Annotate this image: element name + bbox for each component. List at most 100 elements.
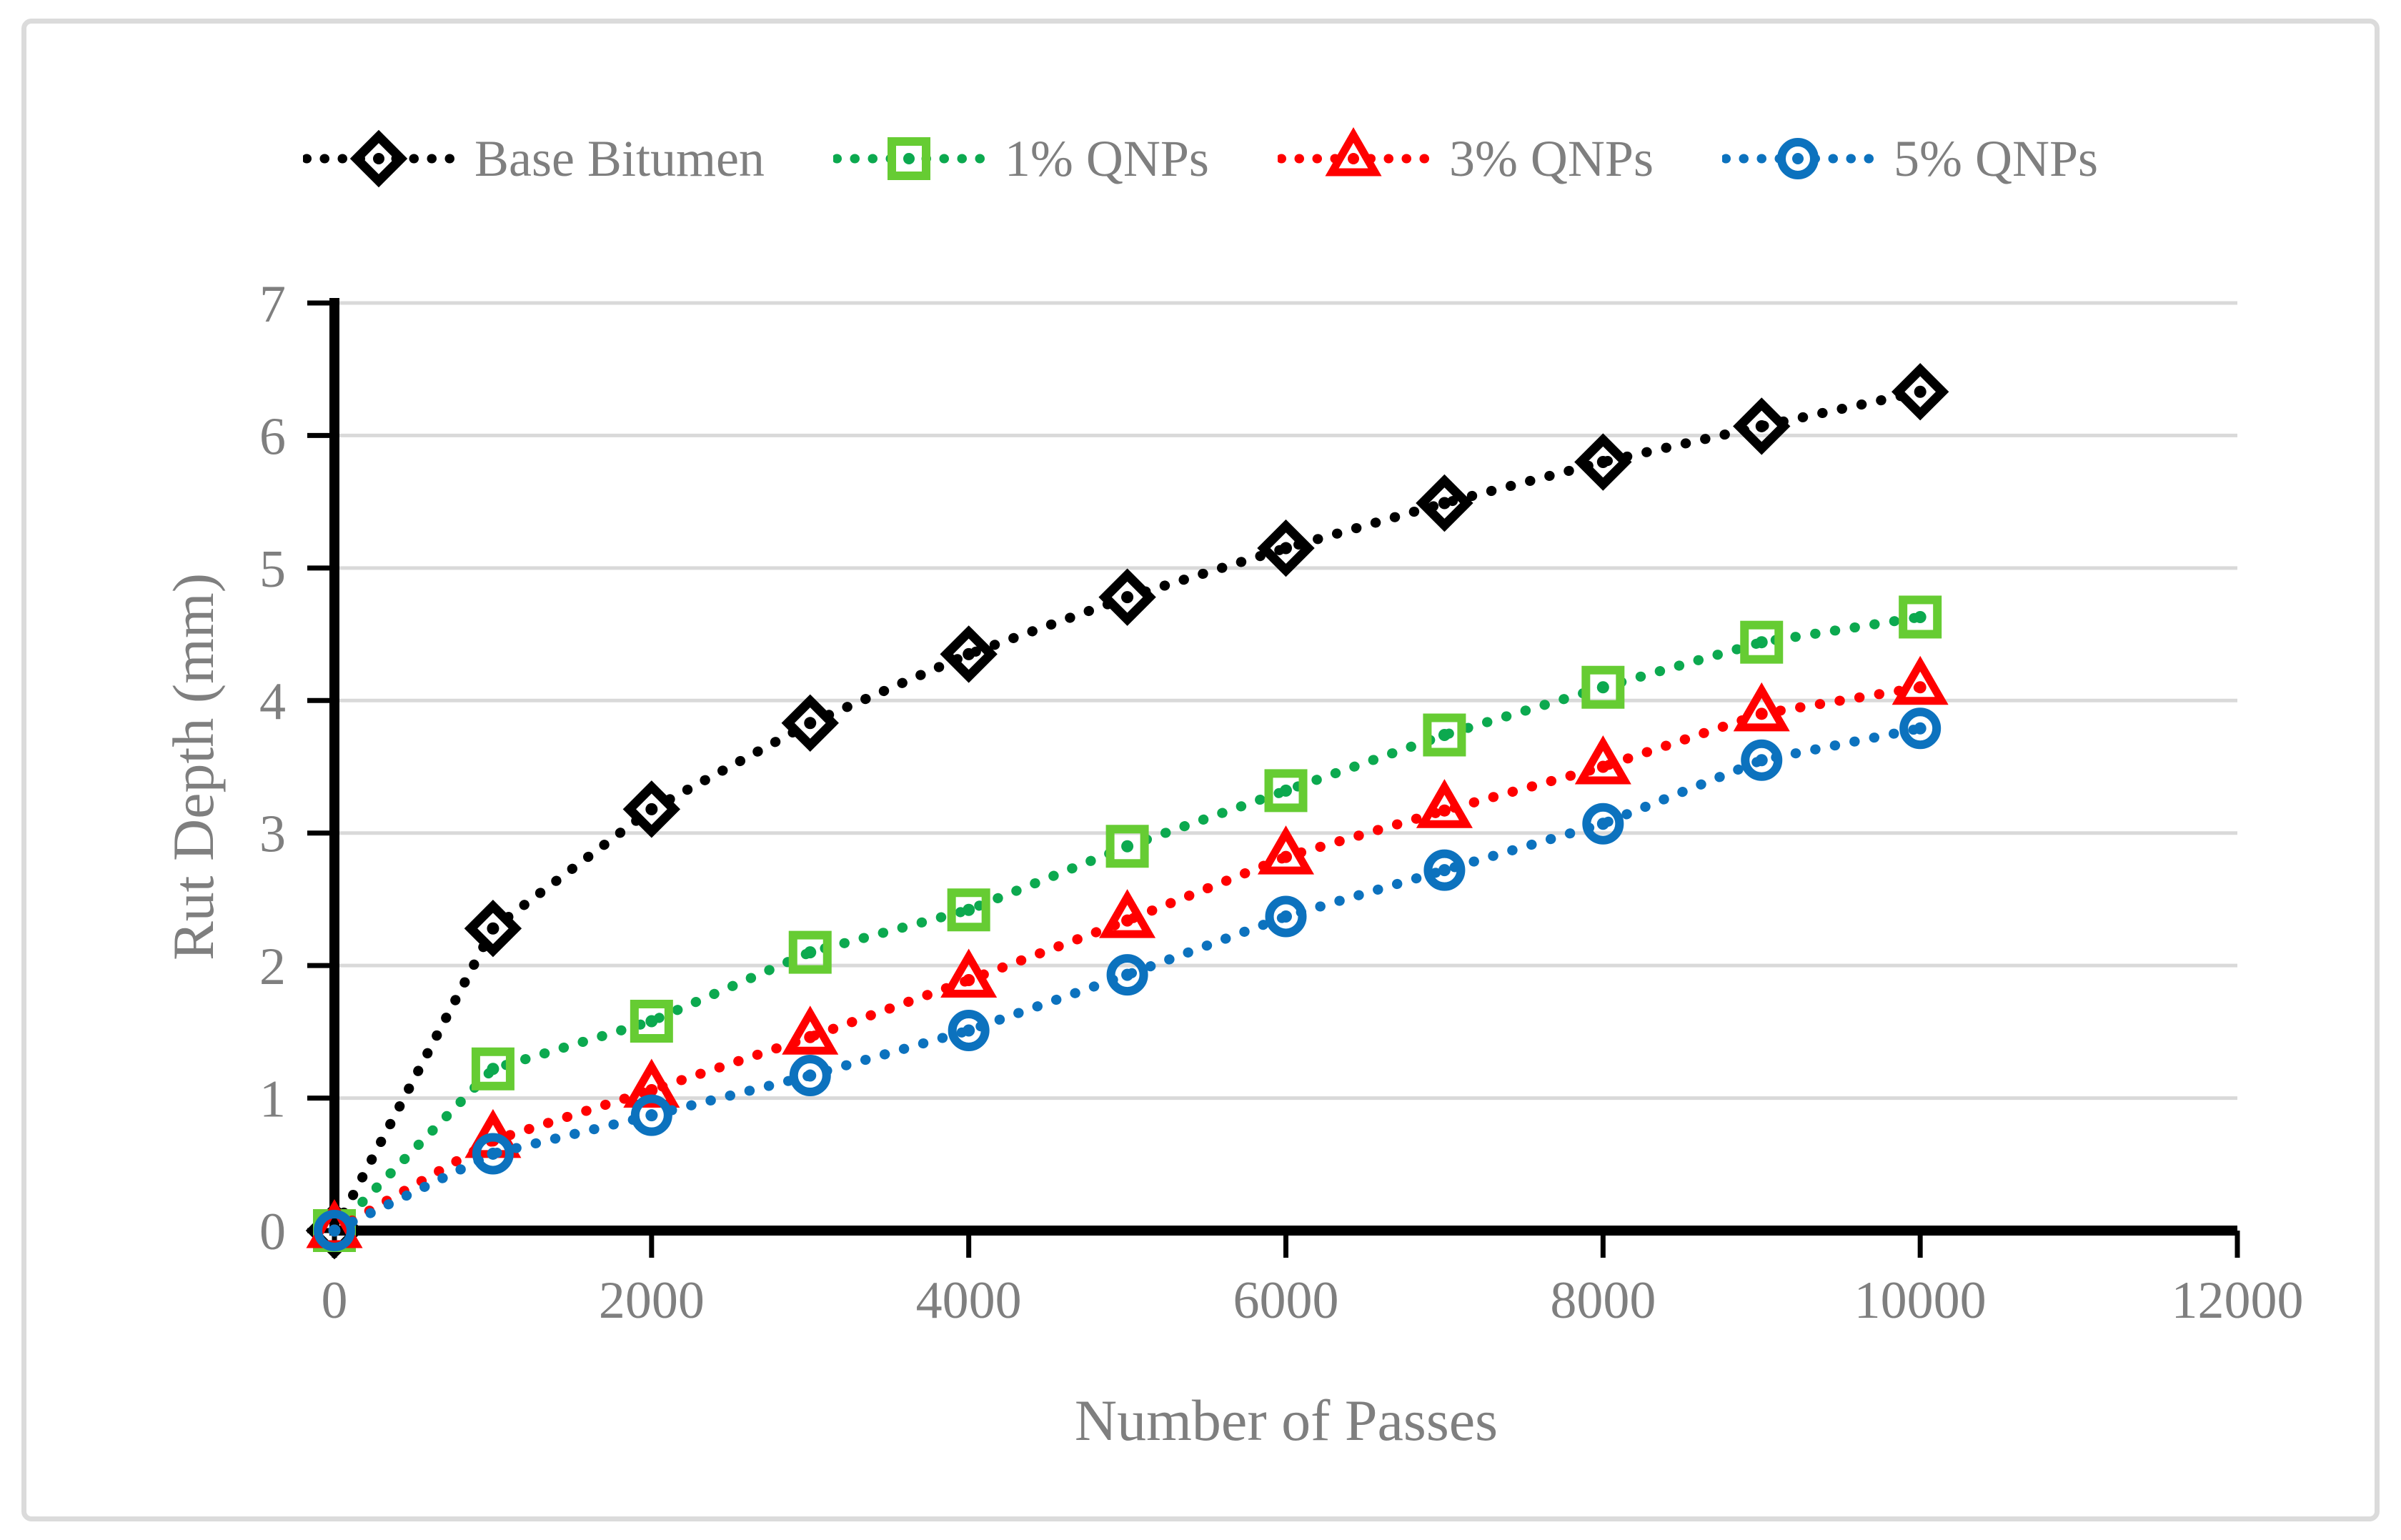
legend-item-base-bitumen: Base Bitumen [302,123,765,194]
figure-border [21,19,2380,1521]
legend-line-dot [1347,153,1359,164]
triangle-marker-icon [1416,779,1473,828]
square-marker-icon [1581,665,1625,709]
data-point-dot [1280,542,1292,555]
legend-label-base-bitumen: Base Bitumen [474,130,765,187]
gridlines [334,301,2237,1101]
legend-marker-diamond-icon [302,129,454,188]
legend-label-5-percent-qnps: 5% QNPs [1893,130,2099,187]
circle-marker-icon [1265,895,1307,938]
data-point-dot [1121,968,1134,981]
series-base-bitumen [305,363,1949,1260]
square-marker-icon [630,1000,673,1043]
y-tick-label: 1 [259,1070,286,1128]
data-point-dot [328,1224,341,1237]
data-point-dot [487,922,499,935]
triangle-marker-icon [1325,126,1382,177]
data-point-dot [1438,497,1451,510]
circle-marker-icon [472,1133,514,1175]
square-marker-icon [947,888,990,932]
triangle-marker-icon [1257,825,1315,875]
data-point-dot [1121,914,1134,927]
diamond-marker-icon [1891,363,1949,421]
square-marker-icon [1423,713,1466,757]
circle-marker-icon [948,1010,990,1052]
diamond-marker-icon [940,625,998,683]
data-point-dot [1438,864,1451,877]
data-point-dot [645,1083,658,1096]
series-5-qnps [314,707,1942,1251]
y-tick-label: 4 [259,672,286,731]
data-point-dot [804,1030,817,1043]
data-point-dot [1121,591,1134,604]
data-point-dot [1914,681,1927,694]
data-point-dot [645,1109,658,1122]
y-axis-title: Rut Depth (mm) [161,573,226,960]
data-point-dot [1914,385,1927,398]
diamond-marker-icon [1574,433,1632,491]
square-marker-icon [887,137,930,180]
data-point-dot [1755,419,1768,432]
legend-line-dot [903,153,915,164]
data-point-dot [1596,760,1609,773]
circle-marker-icon [1423,849,1466,891]
x-tick-label: 12000 [2172,1271,2304,1330]
y-tick-label: 6 [259,407,286,466]
diamond-marker-icon [1257,519,1315,577]
legend-line-dot [372,153,384,164]
diamond-marker-icon [1416,474,1473,532]
data-point-dot [1755,636,1768,649]
circle-marker-icon [314,1210,355,1251]
legend-marker-square-icon [832,137,985,180]
series-layer [305,363,1949,1260]
legend-marker-triangle-icon [1277,126,1429,177]
square-marker-icon [1264,769,1308,813]
legend-marker-circle-icon [1721,138,1874,179]
series-3-qnps [306,655,1949,1248]
diamond-marker-icon [1098,568,1156,626]
triangle-marker-icon [1733,682,1790,732]
circle-marker-icon [1776,138,1819,179]
square-marker-icon [788,930,832,974]
x-tick-label: 0 [322,1271,348,1330]
y-tick-label: 0 [259,1203,286,1261]
triangle-marker-icon [782,1005,839,1055]
series-line [329,387,1926,1236]
data-point-dot [1755,707,1768,720]
chart-legend: Base Bitumen 1% QNPs 3% QNPs 5% QNPs [0,116,2401,202]
data-point-dot [963,1024,975,1037]
circle-marker-icon [1741,739,1783,781]
triangle-marker-icon [940,948,998,998]
y-tick-label: 5 [259,540,286,599]
circle-marker-icon [1106,954,1148,996]
data-point-dot [1914,610,1927,623]
y-tick-label: 3 [259,805,286,864]
circle-marker-icon [1582,803,1624,845]
diamond-marker-icon [464,900,522,958]
x-tick-label: 8000 [1550,1271,1656,1330]
data-point-dot [804,946,817,959]
square-marker-icon [1105,825,1149,868]
triangle-marker-icon [623,1058,680,1108]
data-point-dot [1121,840,1134,853]
triangle-marker-icon [1892,655,1949,705]
square-marker-icon [1899,595,1942,639]
diamond-marker-icon [1733,397,1791,455]
data-point-dot [1280,850,1292,863]
data-point-dot [1596,681,1609,694]
legend-line-dot [1791,153,1804,164]
diamond-marker-icon [622,780,681,838]
triangle-marker-icon [1099,889,1156,938]
circle-marker-icon [1899,707,1942,750]
square-marker-icon [1740,620,1784,664]
data-point-dot [1755,754,1768,767]
data-point-dot [487,1147,499,1160]
data-point-dot [1596,818,1609,830]
triangle-marker-icon [1574,735,1631,785]
y-tick-label: 7 [259,275,286,334]
square-marker-icon [471,1047,514,1091]
data-point-dot [804,1069,817,1082]
diamond-marker-icon [349,129,408,188]
x-tick-label: 2000 [599,1271,705,1330]
